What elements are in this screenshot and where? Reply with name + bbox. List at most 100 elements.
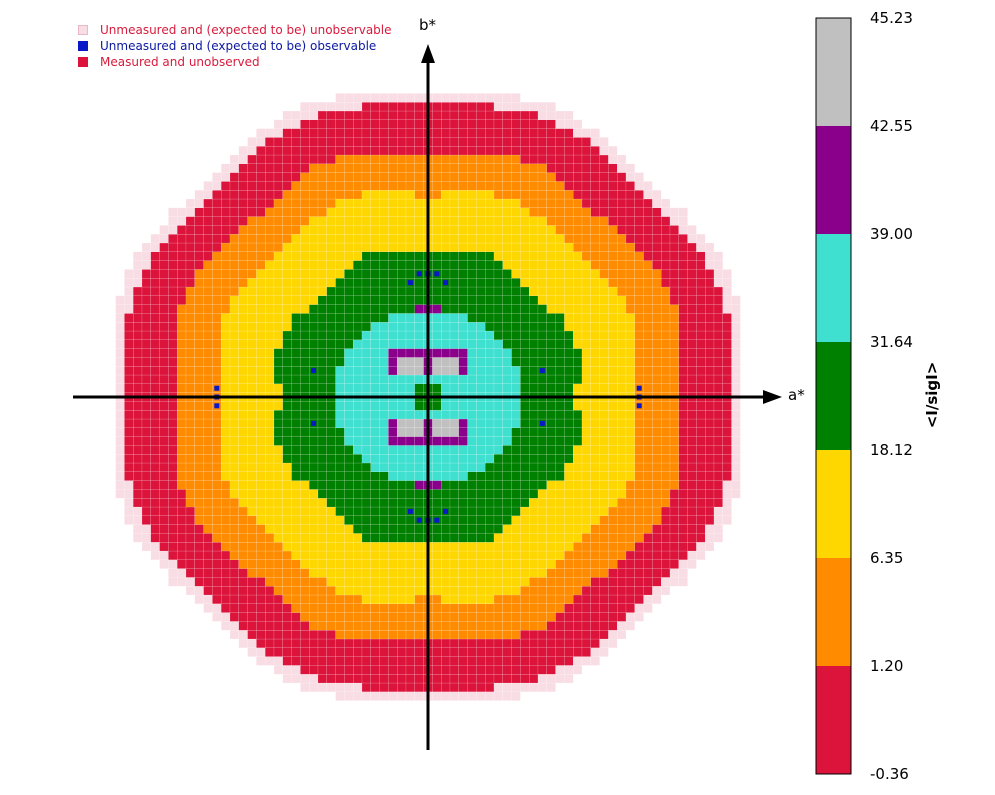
heatmap-cell [705, 366, 715, 376]
heatmap-cell [388, 357, 398, 367]
heatmap-cell [370, 304, 380, 314]
heatmap-cell [467, 189, 477, 200]
heatmap-cell [546, 524, 556, 534]
heatmap-cell [194, 445, 204, 455]
heatmap-cell [309, 207, 319, 217]
heatmap-cell [405, 498, 416, 508]
heatmap-cell [669, 295, 680, 305]
heatmap-cell [458, 647, 468, 657]
heatmap-cell [300, 682, 310, 693]
heatmap-cell [405, 145, 416, 156]
heatmap-cell [564, 454, 574, 464]
heatmap-cell [229, 260, 240, 270]
heatmap-cell [344, 506, 354, 517]
heatmap-cell [397, 454, 407, 464]
heatmap-cell [555, 233, 565, 244]
heatmap-cell [608, 374, 618, 385]
heatmap-cell [405, 366, 416, 376]
heatmap-cell [441, 172, 451, 182]
heatmap-cell [247, 313, 257, 323]
heatmap-cell [511, 674, 521, 684]
heatmap-cell [608, 559, 618, 569]
heatmap-cell [291, 656, 301, 666]
heatmap-cell [441, 427, 451, 437]
heatmap-cell [625, 506, 636, 517]
heatmap-cell [256, 586, 266, 596]
heatmap-cell [678, 418, 688, 429]
heatmap-cell [361, 410, 372, 420]
heatmap-cell [599, 638, 609, 649]
heatmap-cell [282, 137, 292, 147]
heatmap-cell [529, 330, 539, 341]
heatmap-cell [291, 374, 301, 385]
heatmap-cell [185, 233, 196, 244]
heatmap-cell [388, 137, 398, 147]
heatmap-cell [370, 454, 380, 464]
heatmap-cell [529, 357, 539, 367]
heatmap-cell [150, 480, 160, 490]
heatmap-cell [590, 128, 600, 138]
heatmap-cell [388, 322, 398, 332]
heatmap-cell [309, 410, 319, 420]
heatmap-cell [485, 189, 495, 200]
heatmap-cell [687, 295, 697, 305]
heatmap-cell [124, 313, 134, 323]
heatmap-cell [203, 304, 213, 314]
heatmap-cell [713, 339, 724, 349]
heatmap-cell [608, 145, 618, 156]
heatmap-cell [185, 366, 196, 376]
heatmap-cell [265, 454, 275, 464]
heatmap-cell [581, 515, 592, 525]
heatmap-cell [370, 251, 380, 261]
heatmap-cell [335, 330, 345, 341]
heatmap-cell [247, 304, 257, 314]
heatmap-cell [546, 577, 556, 587]
heatmap-cell [564, 374, 574, 385]
heatmap-cell [599, 181, 609, 191]
heatmap-cell [617, 348, 627, 358]
heatmap-cell [124, 269, 134, 279]
heatmap-cell [397, 189, 407, 200]
heatmap-cell [220, 181, 231, 191]
heatmap-cell [511, 401, 521, 411]
heatmap-cell [713, 462, 724, 473]
heatmap-cell [467, 489, 477, 499]
heatmap-cell [370, 542, 380, 552]
heatmap-cell [590, 489, 600, 499]
heatmap-cell [581, 145, 592, 156]
heatmap-cell [353, 665, 363, 675]
heatmap-cell [335, 489, 345, 499]
heatmap-cell [546, 489, 556, 499]
heatmap-cell [520, 383, 530, 393]
heatmap-cell [546, 163, 556, 173]
heatmap-cell [176, 427, 187, 437]
heatmap-cell [511, 612, 521, 622]
heatmap-cell [229, 163, 240, 173]
heatmap-cell [159, 339, 169, 349]
heatmap-cell [731, 304, 741, 314]
heatmap-cell [124, 489, 134, 499]
heatmap-cell [511, 181, 521, 191]
heatmap-cell [467, 233, 477, 244]
heatmap-cell [652, 295, 662, 305]
heatmap-cell [344, 638, 354, 649]
heatmap-cell [256, 313, 266, 323]
heatmap-cell [722, 427, 732, 437]
heatmap-cell [361, 357, 372, 367]
heatmap-cell [115, 357, 125, 367]
heatmap-cell [159, 233, 169, 244]
heatmap-cell [265, 207, 275, 217]
heatmap-cell [511, 251, 521, 261]
heatmap-cell [388, 189, 398, 200]
heatmap-cell [511, 647, 521, 657]
heatmap-cell [581, 128, 592, 138]
heatmap-cell [379, 322, 389, 332]
heatmap-cell [379, 189, 389, 200]
heatmap-cell [687, 454, 697, 464]
heatmap-cell [722, 295, 732, 305]
heatmap-cell [124, 374, 134, 385]
heatmap-cell [485, 357, 495, 367]
colorbar-tick-label: 42.55 [870, 117, 913, 135]
heatmap-cell [502, 559, 512, 569]
heatmap-cell [520, 304, 530, 314]
